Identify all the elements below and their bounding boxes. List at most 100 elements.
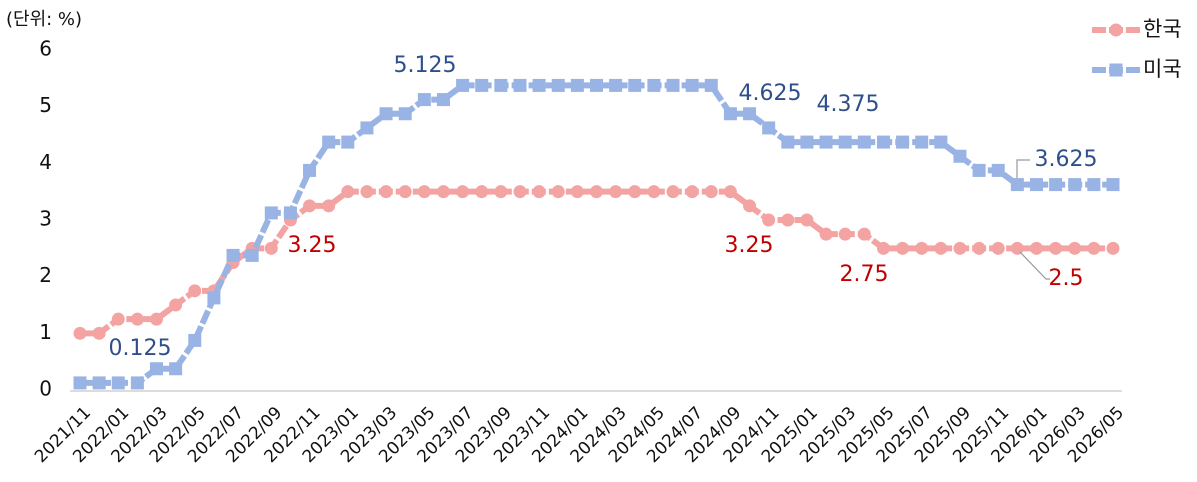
data-point	[513, 78, 527, 92]
data-point	[857, 227, 871, 241]
data-point	[150, 312, 164, 326]
annotation: 2.5	[1049, 266, 1084, 291]
data-point	[972, 163, 986, 177]
data-point	[532, 78, 546, 92]
data-point	[838, 227, 852, 241]
data-point	[1029, 178, 1043, 192]
data-point	[819, 135, 833, 149]
data-point	[150, 362, 164, 376]
legend-marker	[1109, 63, 1123, 77]
data-point	[743, 107, 757, 121]
data-point	[915, 135, 929, 149]
y-tick-label: 5	[39, 93, 52, 117]
data-point	[590, 78, 603, 92]
data-point	[781, 213, 795, 227]
legend-marker	[1109, 23, 1123, 37]
data-point	[704, 185, 718, 199]
data-point	[169, 362, 183, 376]
data-point	[628, 185, 642, 199]
data-point	[322, 135, 336, 149]
annotation: 3.25	[725, 233, 774, 258]
data-point	[264, 241, 278, 255]
data-point	[743, 199, 757, 213]
data-point	[570, 185, 584, 199]
data-point	[628, 78, 642, 92]
data-point	[1068, 178, 1082, 192]
data-point	[398, 185, 412, 199]
annotation: 2.75	[840, 262, 889, 287]
data-point	[169, 298, 183, 312]
data-point	[1068, 241, 1082, 255]
annotation: 3.625	[1035, 147, 1098, 172]
data-point	[494, 185, 508, 199]
data-point	[915, 241, 929, 255]
data-point	[264, 206, 278, 220]
data-point	[570, 78, 584, 92]
data-point	[1010, 178, 1024, 192]
data-point	[73, 376, 87, 390]
data-point	[398, 107, 412, 121]
data-point	[513, 185, 527, 199]
data-point	[456, 185, 470, 199]
data-point	[819, 227, 833, 241]
annotation: 3.25	[288, 233, 337, 258]
data-point	[436, 185, 450, 199]
data-point	[1029, 241, 1043, 255]
data-point	[590, 185, 603, 199]
data-point	[436, 93, 450, 107]
data-point	[283, 206, 297, 220]
series-markers	[73, 185, 1120, 340]
annotation: 4.625	[739, 81, 802, 106]
y-tick-label: 4	[39, 150, 52, 174]
data-point	[207, 291, 221, 305]
data-point	[609, 185, 623, 199]
y-tick-label: 1	[39, 320, 52, 344]
data-point	[1049, 178, 1063, 192]
data-point	[800, 213, 814, 227]
data-point	[130, 376, 144, 390]
data-point	[379, 107, 393, 121]
data-point	[188, 333, 202, 347]
data-point	[953, 241, 967, 255]
data-point	[647, 78, 661, 92]
data-point	[475, 185, 489, 199]
data-point	[934, 135, 948, 149]
leader-line	[1016, 159, 1030, 178]
data-point	[417, 185, 431, 199]
data-point	[1049, 241, 1063, 255]
data-point	[73, 326, 87, 340]
data-point	[341, 185, 355, 199]
series-markers	[73, 78, 1120, 390]
data-point	[111, 376, 125, 390]
data-point	[934, 241, 948, 255]
data-point	[475, 78, 489, 92]
data-point	[666, 78, 680, 92]
y-tick-label: 3	[39, 207, 52, 231]
data-point	[226, 248, 240, 262]
data-point	[762, 121, 776, 135]
data-point	[245, 248, 259, 262]
data-point	[111, 312, 125, 326]
data-point	[647, 185, 661, 199]
data-point	[341, 135, 355, 149]
data-point	[532, 185, 546, 199]
data-point	[972, 241, 986, 255]
data-point	[417, 93, 431, 107]
y-tick-label: 6	[39, 37, 52, 61]
data-point	[704, 78, 718, 92]
annotation: 5.125	[394, 53, 457, 78]
data-point	[92, 326, 106, 340]
legend-label: 한국	[1143, 17, 1182, 41]
data-point	[685, 185, 699, 199]
data-point	[551, 185, 565, 199]
data-point	[896, 135, 910, 149]
data-point	[1106, 178, 1120, 192]
data-point	[723, 185, 737, 199]
leader-line	[1019, 251, 1050, 280]
y-tick-label: 0	[39, 377, 52, 401]
data-point	[1010, 241, 1024, 255]
annotation: 4.375	[817, 92, 880, 117]
unit-label: (단위: %)	[6, 9, 82, 30]
data-point	[609, 78, 623, 92]
